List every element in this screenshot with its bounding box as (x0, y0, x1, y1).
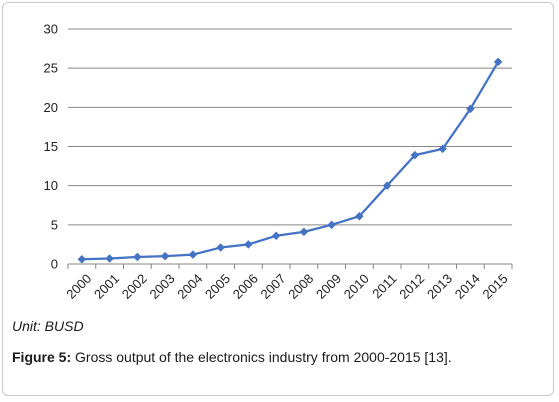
data-point-2000 (77, 254, 87, 264)
x-tick-label-2000: 2000 (63, 271, 94, 302)
x-tick-label-2013: 2013 (424, 271, 455, 302)
data-point-2006 (244, 240, 253, 249)
y-tick-label-10: 10 (44, 178, 58, 193)
data-point-2015 (493, 57, 503, 67)
x-tick-label-2015: 2015 (480, 271, 511, 302)
data-point-2004 (188, 250, 198, 259)
data-point-2002 (133, 252, 142, 262)
y-tick-label-0: 0 (51, 257, 58, 272)
y-tick-label-15: 15 (44, 139, 58, 154)
data-point-2012 (410, 150, 420, 160)
axes (67, 263, 513, 269)
y-tick-label-25: 25 (44, 61, 58, 76)
unit-label: Unit: BUSD (12, 318, 84, 334)
x-tick-label-2003: 2003 (147, 271, 178, 302)
caption-text: Gross output of the electronics industry… (71, 349, 452, 365)
x-tick-label-2008: 2008 (285, 271, 316, 302)
x-tick-label-2001: 2001 (91, 271, 122, 302)
x-tick-label-2007: 2007 (258, 271, 289, 302)
data-point-2011 (382, 181, 392, 191)
x-tick-label-2002: 2002 (119, 271, 150, 302)
x-tick-label-2004: 2004 (174, 271, 205, 302)
series-polyline (81, 61, 500, 261)
x-tick-label-2011: 2011 (369, 271, 399, 301)
y-tick-label-30: 30 (44, 22, 58, 37)
data-point-2010 (355, 211, 364, 221)
x-tick-label-2006: 2006 (230, 271, 261, 302)
x-tick-label-2012: 2012 (396, 271, 427, 302)
data-point-2003 (160, 251, 170, 261)
x-tick-label-2009: 2009 (313, 271, 344, 302)
series-line (81, 61, 500, 261)
y-tick-label-5: 5 (51, 217, 58, 232)
grid-lines (68, 28, 512, 226)
data-point-2007 (271, 231, 281, 241)
data-point-2009 (327, 220, 336, 230)
x-tick-label-2014: 2014 (452, 271, 483, 302)
x-tick-label-2010: 2010 (341, 271, 372, 302)
data-point-2001 (105, 254, 114, 263)
y-axis-tick-labels: 0 5 10 15 20 25 30 (44, 22, 58, 272)
data-point-2014 (466, 104, 475, 114)
data-point-2008 (299, 227, 309, 237)
figure-caption: Figure 5: Gross output of the electronic… (12, 349, 467, 366)
data-point-markers (77, 57, 503, 264)
data-point-2005 (216, 243, 225, 252)
caption-label: Figure 5: (12, 349, 72, 365)
y-tick-label-20: 20 (44, 100, 58, 115)
data-point-2013 (438, 144, 447, 154)
x-tick-label-2005: 2005 (202, 271, 233, 302)
x-axis-tick-labels: 2000200120022003200420052006200720082009… (63, 271, 510, 302)
